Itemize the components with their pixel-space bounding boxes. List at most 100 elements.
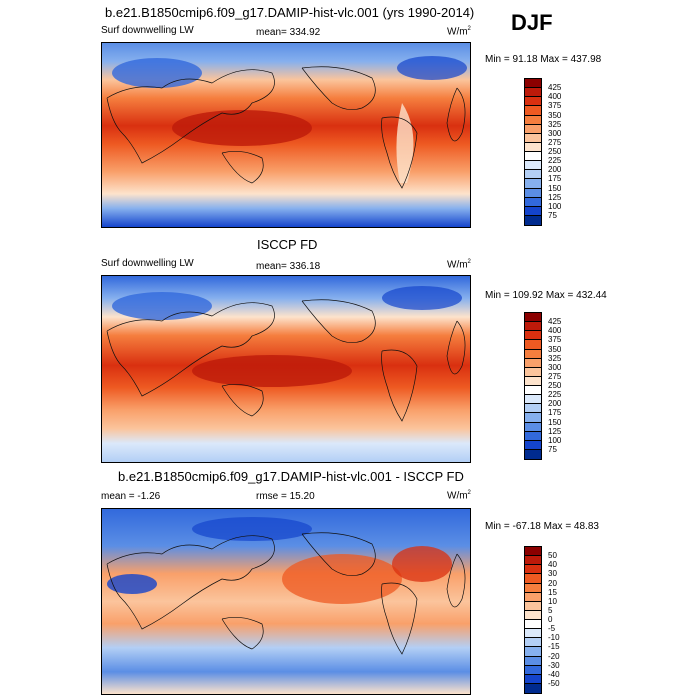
colorbar-tick-label: 425 [548, 317, 562, 327]
panel1-mean-label: mean= 334.92 [256, 27, 321, 38]
colorbar-cell [525, 683, 541, 693]
panel3-warm-pacific [282, 554, 402, 604]
colorbar-tick-label: 20 [548, 578, 557, 588]
colorbar-tick-label: 175 [548, 408, 562, 418]
colorbar-tick-label: 225 [548, 156, 562, 166]
panel3-units: W/m2 [447, 490, 471, 502]
panel2-minmax: Min = 109.92 Max = 432.44 [485, 290, 607, 301]
colorbar-cell [525, 79, 541, 89]
colorbar-cell [525, 610, 541, 620]
panel3-field-svg [102, 509, 470, 694]
colorbar-cell [525, 340, 541, 350]
panel2-units: W/m2 [447, 259, 471, 271]
colorbar-cell [525, 674, 541, 684]
panel1-units: W/m2 [447, 26, 471, 38]
colorbar-cell [525, 133, 541, 143]
colorbar-tick-label: 225 [548, 390, 562, 400]
panel1-minmax: Min = 91.18 Max = 437.98 [485, 54, 602, 65]
colorbar-tick-label: -30 [548, 660, 560, 670]
colorbar-tick-label: 15 [548, 587, 557, 597]
colorbar-cell [525, 188, 541, 198]
colorbar-tick-label: 50 [548, 551, 557, 561]
colorbar-cell [525, 565, 541, 575]
colorbar-tick-label: 10 [548, 596, 557, 606]
panel2-variable-label: Surf downwelling LW [101, 258, 194, 269]
panel1-title: b.e21.B1850cmip6.f09_g17.DAMIP-hist-vlc.… [105, 5, 475, 20]
panel1-variable-label: Surf downwelling LW [101, 25, 194, 36]
colorbar-cell [525, 142, 541, 152]
season-label: DJF [511, 10, 553, 35]
colorbar-cell [525, 206, 541, 216]
panel3-map [101, 508, 471, 695]
panel1-cold-arctic [397, 56, 467, 80]
colorbar-cell [525, 124, 541, 134]
panel3-cold-north [192, 517, 312, 541]
colorbar-tick-label: 400 [548, 326, 562, 336]
colorbar-tick-label: 0 [548, 615, 553, 624]
colorbar-cell [525, 313, 541, 323]
panel1-coastlines [106, 66, 466, 189]
panel1-map [101, 42, 471, 228]
colorbar-tick-label: 425 [548, 83, 562, 93]
colorbar-cell [525, 97, 541, 107]
colorbar-tick-label: 125 [548, 426, 562, 436]
colorbar-tick-label: 200 [548, 399, 562, 409]
colorbar-tick-label: 300 [548, 128, 562, 138]
colorbar-tick-label: 325 [548, 119, 562, 129]
colorbar-cell [525, 574, 541, 584]
colorbar-tick-label: 150 [548, 417, 562, 427]
colorbar-tick-label: 250 [548, 147, 562, 156]
panel2-field-svg [102, 276, 470, 462]
colorbar-cell [525, 386, 541, 396]
panel3-cold-patch [107, 574, 157, 594]
colorbar-tick-label: 275 [548, 371, 562, 381]
colorbar-cell [525, 215, 541, 225]
colorbar-cell [525, 647, 541, 657]
colorbar-cell [525, 349, 541, 359]
colorbar-tick-label: 200 [548, 165, 562, 175]
colorbar-cell [525, 547, 541, 557]
colorbar-cell [525, 106, 541, 116]
colorbar-cell [525, 620, 541, 630]
colorbar-cell [525, 395, 541, 405]
colorbar-tick-label: 100 [548, 435, 562, 445]
colorbar-cell [525, 88, 541, 98]
panel1-colorbar [524, 78, 542, 226]
panel3-coastlines [106, 532, 466, 655]
colorbar-tick-label: -5 [548, 624, 556, 634]
panel3-rmse-label: rmse = 15.20 [256, 491, 315, 502]
colorbar-cell [525, 583, 541, 593]
colorbar-cell [525, 179, 541, 189]
panel1-cold-asia [112, 58, 202, 88]
colorbar-cell [525, 638, 541, 648]
colorbar-cell [525, 404, 541, 414]
panel2-colorbar [524, 312, 542, 460]
colorbar-tick-label: 150 [548, 183, 562, 193]
colorbar-cell [525, 376, 541, 386]
colorbar-cell [525, 440, 541, 450]
panel3-colorbar [524, 546, 542, 694]
panel2-coastlines [106, 299, 466, 422]
colorbar-cell [525, 358, 541, 368]
colorbar-tick-label: 75 [548, 444, 557, 454]
colorbar-tick-label: 325 [548, 353, 562, 363]
colorbar-tick-label: -50 [548, 678, 560, 688]
panel3-mean-label: mean = -1.26 [101, 491, 161, 502]
colorbar-cell [525, 152, 541, 162]
colorbar-tick-label: -40 [548, 669, 560, 679]
colorbar-tick-label: 375 [548, 101, 562, 111]
panel3-warm-atlantic [392, 546, 452, 582]
panel2-title: ISCCP FD [257, 237, 318, 252]
panel1-field-svg [102, 43, 470, 227]
colorbar-cell [525, 413, 541, 423]
colorbar-tick-label: -20 [548, 651, 560, 661]
colorbar-tick-label: -15 [548, 642, 560, 652]
colorbar-cell [525, 592, 541, 602]
colorbar-tick-label: 350 [548, 344, 562, 354]
colorbar-tick-label: 250 [548, 381, 562, 390]
colorbar-tick-label: 30 [548, 569, 557, 579]
colorbar-cell [525, 422, 541, 432]
colorbar-tick-label: 375 [548, 335, 562, 345]
colorbar-tick-label: -10 [548, 633, 560, 643]
colorbar-cell [525, 197, 541, 207]
